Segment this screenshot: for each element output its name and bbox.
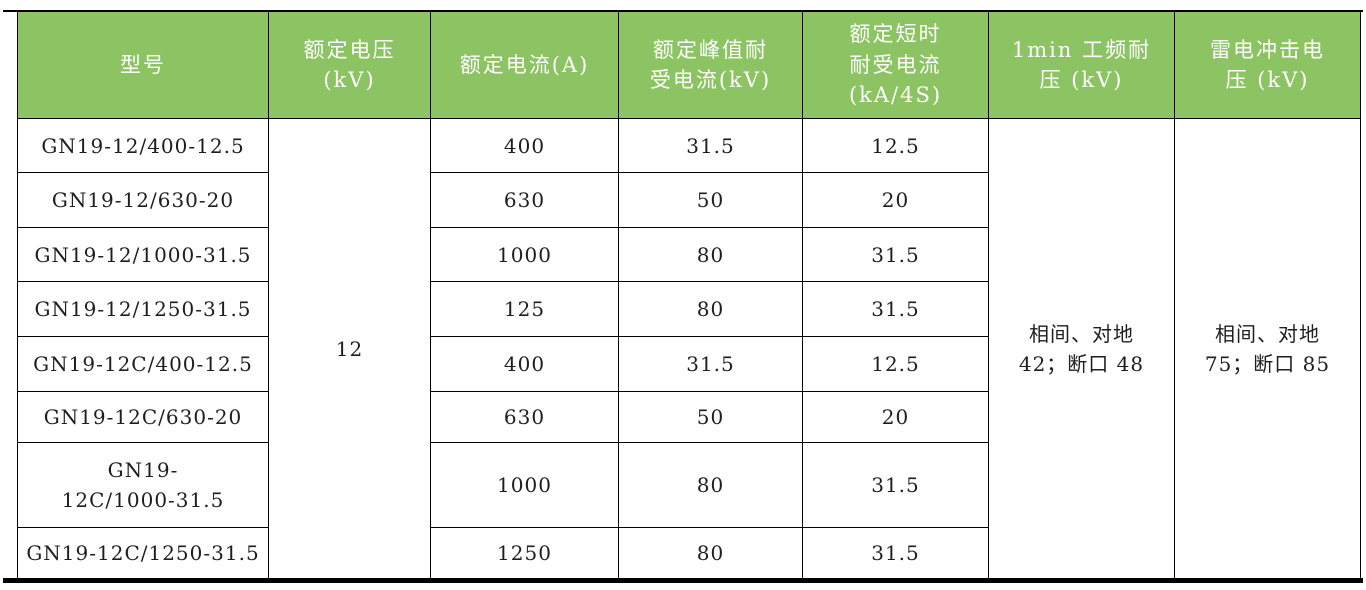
model-cell: GN19-12C/1250-31.5 <box>17 527 269 579</box>
model-cell: GN19-12C/630-20 <box>17 391 269 443</box>
column-header-label: 型号 <box>120 52 166 77</box>
table-row: GN19-12/630-20 630 50 20 <box>17 172 1361 228</box>
short-time-cell: 31.5 <box>802 442 989 528</box>
rated-voltage-merged-cell: 12 <box>268 118 431 579</box>
table-header: 型号 额定电压 (kV) 额定电流(A) 额定峰值耐 受电流(kV) 额定短时 … <box>17 11 1361 119</box>
table-row: GN19-12/400-12.5 12 400 31.5 12.5 相间、对地 … <box>17 118 1361 579</box>
peak-cell: 31.5 <box>618 118 803 173</box>
peak-cell: 50 <box>618 391 803 443</box>
current-cell: 1000 <box>430 442 619 528</box>
peak-cell: 80 <box>618 281 803 337</box>
peak-cell: 31.5 <box>618 336 803 392</box>
short-time-cell: 31.5 <box>802 281 989 337</box>
current-cell: 630 <box>430 172 619 228</box>
header-row: 型号 额定电压 (kV) 额定电流(A) 额定峰值耐 受电流(kV) 额定短时 … <box>17 11 1361 119</box>
model-cell: GN19-12/630-20 <box>17 172 269 228</box>
lightning-impulse-merged-cell: 相间、对地 75；断口 85 <box>1174 118 1361 579</box>
peak-cell: 50 <box>618 172 803 228</box>
column-header-model: 型号 <box>17 11 269 119</box>
current-cell: 630 <box>430 391 619 443</box>
column-header-rated-voltage: 额定电压 (kV) <box>268 11 431 119</box>
model-cell: GN19-12C/400-12.5 <box>17 336 269 392</box>
table-row: GN19-12C/1250-31.5 1250 80 31.5 <box>17 527 1361 579</box>
column-header-rated-current: 额定电流(A) <box>430 11 619 119</box>
table-body: GN19-12/400-12.5 12 400 31.5 12.5 相间、对地 … <box>17 118 1361 579</box>
current-cell: 1250 <box>430 527 619 579</box>
column-header-label: 额定短时 耐受电流 (kA/4S) <box>848 22 943 108</box>
short-time-cell: 31.5 <box>802 227 989 282</box>
column-header-short-time-withstand-current: 额定短时 耐受电流 (kA/4S) <box>802 11 989 119</box>
short-time-cell: 12.5 <box>802 336 989 392</box>
current-cell: 400 <box>430 336 619 392</box>
current-cell: 1000 <box>430 227 619 282</box>
column-header-lightning-impulse-voltage: 雷电冲击电 压 (kV) <box>1174 11 1361 119</box>
column-header-label: 1min 工频耐 压 (kV) <box>1011 37 1152 92</box>
short-time-cell: 12.5 <box>802 118 989 173</box>
current-cell: 125 <box>430 281 619 337</box>
peak-cell: 80 <box>618 227 803 282</box>
column-header-label: 额定峰值耐 受电流(kV) <box>649 37 772 92</box>
short-time-cell: 31.5 <box>802 527 989 579</box>
model-cell: GN19- 12C/1000-31.5 <box>17 442 269 528</box>
column-header-power-freq-withstand-voltage: 1min 工频耐 压 (kV) <box>988 11 1175 119</box>
short-time-cell: 20 <box>802 391 989 443</box>
peak-cell: 80 <box>618 442 803 528</box>
column-header-label: 额定电压 (kV) <box>303 37 396 92</box>
model-cell: GN19-12/400-12.5 <box>17 118 269 173</box>
column-header-label: 额定电流(A) <box>459 52 590 77</box>
table-row: GN19-12C/400-12.5 400 31.5 12.5 <box>17 336 1361 392</box>
model-cell: GN19-12/1250-31.5 <box>17 281 269 337</box>
table-row: GN19-12C/630-20 630 50 20 <box>17 391 1361 443</box>
short-time-cell: 20 <box>802 172 989 228</box>
table-row: GN19- 12C/1000-31.5 1000 80 31.5 <box>17 442 1361 528</box>
power-freq-merged-cell: 相间、对地 42；断口 48 <box>988 118 1175 579</box>
bottom-rule <box>3 578 1363 583</box>
current-cell: 400 <box>430 118 619 173</box>
column-header-peak-withstand-current: 额定峰值耐 受电流(kV) <box>618 11 803 119</box>
column-header-label: 雷电冲击电 压 (kV) <box>1210 37 1325 92</box>
model-cell: GN19-12/1000-31.5 <box>17 227 269 282</box>
peak-cell: 80 <box>618 527 803 579</box>
spec-table: 型号 额定电压 (kV) 额定电流(A) 额定峰值耐 受电流(kV) 额定短时 … <box>17 11 1361 579</box>
